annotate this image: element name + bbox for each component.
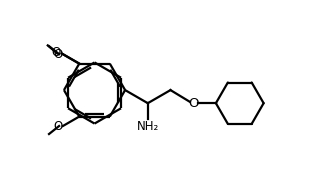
- Text: O: O: [51, 46, 60, 59]
- Text: O: O: [188, 97, 198, 110]
- Text: O: O: [53, 48, 62, 61]
- Text: O: O: [53, 120, 62, 132]
- Text: NH₂: NH₂: [137, 120, 159, 133]
